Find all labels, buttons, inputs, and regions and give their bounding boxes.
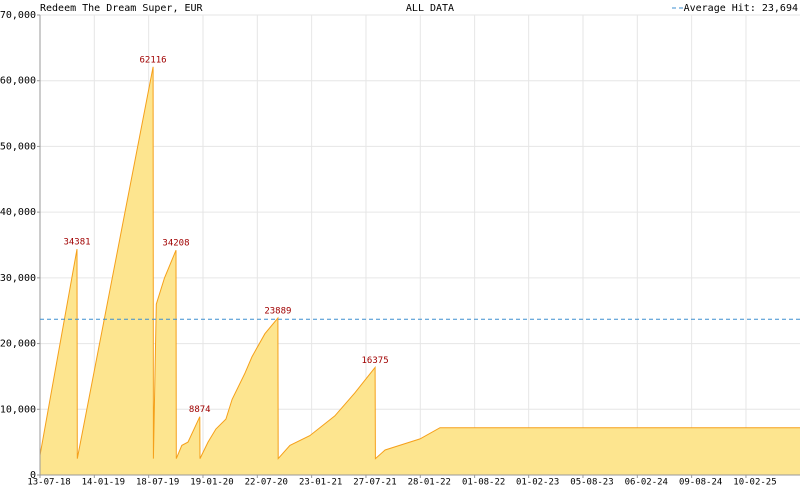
y-tick-label: 0	[30, 470, 36, 481]
x-tick-label: 01-02-23	[516, 478, 559, 488]
x-tick-label: 18-07-19	[136, 478, 179, 488]
x-tick-label: 01-08-22	[462, 478, 505, 488]
x-tick-label: 09-08-24	[679, 478, 722, 488]
hit-label: 34208	[162, 239, 189, 249]
x-tick-label: 13-07-18	[27, 478, 70, 488]
area-fill	[40, 66, 800, 476]
x-tick-label: 27-07-21	[353, 478, 396, 488]
x-tick-label: 19-01-20	[190, 478, 233, 488]
y-tick-label: 60,000	[0, 76, 36, 87]
hit-label: 62116	[140, 55, 167, 65]
chart-title: Redeem The Dream Super, EUR	[40, 3, 204, 14]
area-line	[39, 66, 800, 460]
hit-label: 23889	[264, 307, 291, 317]
x-tick-label: 28-01-22	[408, 478, 451, 488]
x-tick-label: 14-01-19	[82, 478, 125, 488]
hit-label: 8874	[189, 405, 211, 415]
y-tick-label: 40,000	[0, 207, 36, 218]
legend-text: Average Hit: 23,694	[684, 3, 798, 14]
legend-value: 23,694	[762, 3, 798, 14]
hit-label: 16375	[362, 356, 389, 366]
y-tick-label: 10,000	[0, 404, 36, 415]
chart-subtitle: ALL DATA	[406, 3, 454, 14]
x-tick-label: 10-02-25	[733, 478, 776, 488]
x-tick-label: 05-08-23	[570, 478, 613, 488]
y-tick-label: 70,000	[0, 10, 36, 21]
y-tick-label: 30,000	[0, 273, 36, 284]
y-tick-label: 20,000	[0, 339, 36, 350]
x-tick-label: 22-07-20	[245, 478, 288, 488]
y-tick-label: 50,000	[0, 141, 36, 152]
hit-label: 34381	[63, 238, 90, 248]
x-tick-label: 23-01-21	[299, 478, 342, 488]
x-tick-label: 06-02-24	[625, 478, 668, 488]
legend-label: Average Hit:	[684, 3, 756, 14]
